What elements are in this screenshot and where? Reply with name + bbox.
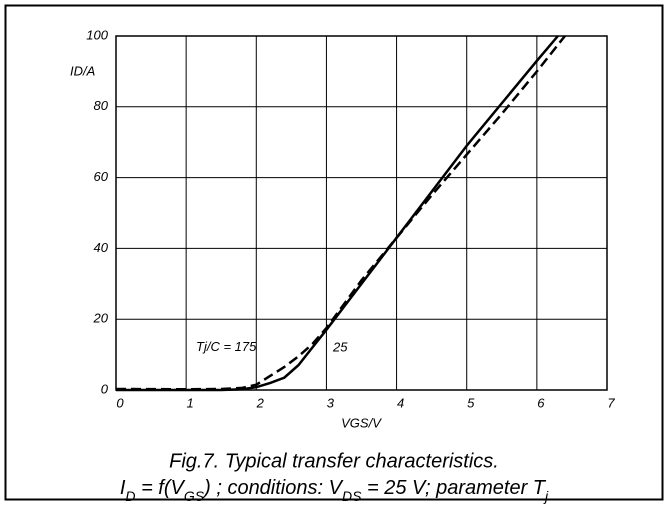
x-axis-label: VGS/V — [341, 415, 382, 430]
y-tick-label: 80 — [94, 98, 109, 113]
y-tick-label: 100 — [86, 27, 108, 42]
x-tick-label: 4 — [397, 395, 404, 410]
x-tick-label: 2 — [256, 395, 265, 410]
plot-area — [115, 35, 608, 391]
caption-subscript: GS — [184, 488, 205, 504]
y-tick-label: 60 — [94, 169, 109, 184]
frame — [4, 4, 664, 501]
caption: Fig.7. Typical transfer characteristics. — [169, 450, 499, 472]
y-axis-label: ID/A — [70, 63, 95, 78]
caption-subscript: D — [125, 488, 135, 504]
series-label: 175 — [235, 339, 257, 354]
series-line — [116, 35, 559, 392]
annotation: Tj/C = 175 — [196, 339, 257, 354]
y-tick-label: 0 — [101, 381, 109, 396]
x-tick-label: 5 — [467, 395, 475, 410]
series-line — [115, 35, 566, 391]
x-tick-label: 6 — [537, 395, 545, 410]
x-tick-label: 3 — [327, 395, 335, 410]
series-label: 25 — [332, 339, 348, 354]
y-tick-label: 20 — [93, 311, 109, 326]
caption-part: ) ; conditions: V — [202, 477, 344, 499]
x-tick-label: 0 — [116, 395, 124, 410]
x-tick-label: 7 — [607, 395, 615, 410]
annotation-text: Tj/C = — [196, 339, 231, 354]
y-tick-label: 40 — [94, 240, 109, 255]
caption-subscript: DS — [342, 488, 362, 504]
caption-part: = 25 V; parameter T — [361, 477, 546, 499]
x-tick-label: 1 — [187, 395, 194, 410]
caption-subscript: j — [543, 488, 549, 504]
caption: ID = f(VGS) ; conditions: VDS = 25 V; pa… — [120, 477, 549, 503]
caption-part: = f(V — [136, 477, 186, 499]
caption-part: I — [120, 477, 126, 499]
